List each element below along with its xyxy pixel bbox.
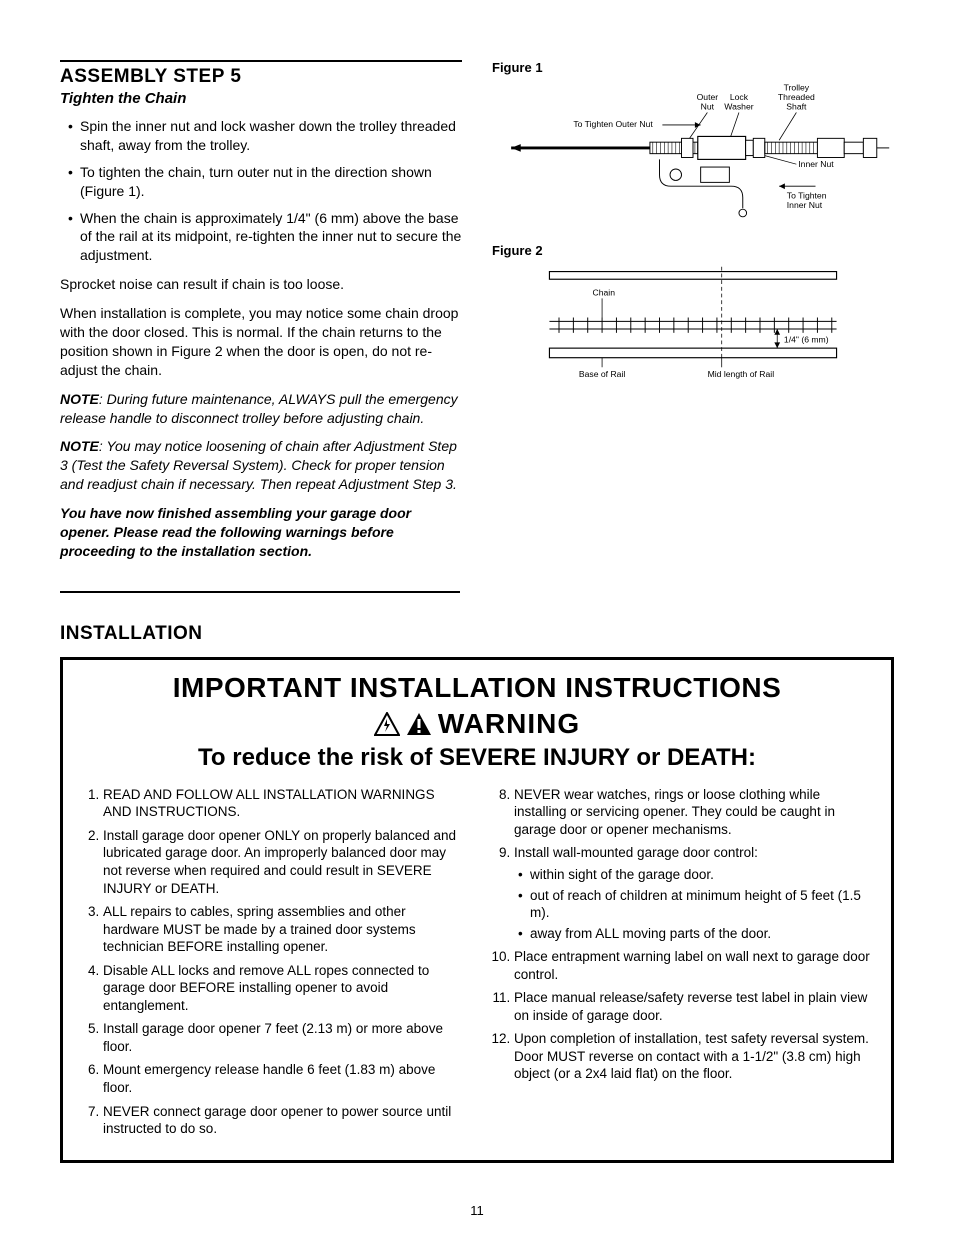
warning-subitem: out of reach of children at minimum heig… — [518, 887, 873, 922]
warning-row: WARNING — [81, 708, 873, 740]
assembly-bullets: Spin the inner nut and lock washer down … — [60, 117, 462, 265]
note-label: NOTE — [60, 438, 99, 454]
warning-word: WARNING — [438, 708, 580, 740]
fig2-base-rail-label: Base of Rail — [579, 369, 626, 379]
fig1-trolley-shaft-label: Trolley — [784, 82, 810, 92]
fig1-lock-washer-label: Lock — [730, 92, 749, 102]
warning-columns: READ AND FOLLOW ALL INSTALLATION WARNING… — [81, 786, 873, 1144]
assembly-subtitle: Tighten the Chain — [60, 90, 462, 107]
bullet-item: When the chain is approximately 1/4" (6 … — [68, 209, 462, 266]
warning-item: Place entrapment warning label on wall n… — [514, 948, 873, 983]
warning-item: Mount emergency release handle 6 feet (1… — [103, 1061, 462, 1096]
note-label: NOTE — [60, 391, 99, 407]
warning-item: Place manual release/safety reverse test… — [514, 989, 873, 1024]
assembly-paragraph: Sprocket noise can result if chain is to… — [60, 275, 462, 294]
bullet-item: To tighten the chain, turn outer nut in … — [68, 163, 462, 201]
warning-item: NEVER wear watches, rings or loose cloth… — [514, 786, 873, 839]
fig1-inner-nut-label: Inner Nut — [798, 159, 834, 169]
bullet-item: Spin the inner nut and lock washer down … — [68, 117, 462, 155]
warning-item: Install garage door opener ONLY on prope… — [103, 827, 462, 897]
warning-col-right: NEVER wear watches, rings or loose cloth… — [492, 786, 873, 1144]
warning-list-right: NEVER wear watches, rings or loose cloth… — [492, 786, 873, 1083]
fig1-outer-nut-label: Outer — [697, 92, 719, 102]
svg-text:Shaft: Shaft — [786, 102, 807, 112]
note-text: : You may notice loosening of chain afte… — [60, 438, 457, 492]
warning-triangle-exclaim-icon — [406, 712, 432, 736]
warning-item-text: Install wall-mounted garage door control… — [514, 845, 758, 860]
assembly-column: ASSEMBLY STEP 5 Tighten the Chain Spin t… — [60, 60, 462, 571]
svg-text:Washer: Washer — [724, 102, 753, 112]
assembly-title: ASSEMBLY STEP 5 — [60, 66, 462, 88]
svg-text:Nut: Nut — [701, 102, 715, 112]
figure1-diagram: Outer Nut Lock Washer Trolley Threaded S… — [492, 79, 894, 232]
fig1-tighten-inner-label: To Tighten — [787, 191, 827, 201]
assembly-note: NOTE: During future maintenance, ALWAYS … — [60, 390, 462, 428]
warning-item: Install garage door opener 7 feet (2.13 … — [103, 1020, 462, 1055]
warning-box: IMPORTANT INSTALLATION INSTRUCTIONS WARN… — [60, 657, 894, 1163]
figure2-diagram: Chain — [492, 262, 894, 386]
warning-item: READ AND FOLLOW ALL INSTALLATION WARNING… — [103, 786, 462, 821]
fig2-measurement-label: 1/4" (6 mm) — [784, 335, 829, 345]
fig1-tighten-outer-label: To Tighten Outer Nut — [573, 119, 653, 129]
warning-subitem: away from ALL moving parts of the door. — [518, 925, 873, 943]
warning-item: Upon completion of installation, test sa… — [514, 1030, 873, 1083]
warning-subhead: To reduce the risk of SEVERE INJURY or D… — [81, 744, 873, 772]
warning-box-title: IMPORTANT INSTALLATION INSTRUCTIONS — [81, 672, 873, 704]
note-text: : During future maintenance, ALWAYS pull… — [60, 391, 458, 426]
assembly-finish: You have now finished assembling your ga… — [60, 504, 462, 561]
assembly-note: NOTE: You may notice loosening of chain … — [60, 437, 462, 494]
warning-sublist: within sight of the garage door. out of … — [514, 866, 873, 942]
figures-column: Figure 1 Outer Nut Lock Washer Trolley T… — [492, 60, 894, 571]
figure1-label: Figure 1 — [492, 60, 894, 75]
svg-text:Inner Nut: Inner Nut — [787, 200, 823, 210]
top-row: ASSEMBLY STEP 5 Tighten the Chain Spin t… — [60, 60, 894, 571]
section-rule — [60, 591, 460, 593]
assembly-paragraph: When installation is complete, you may n… — [60, 304, 462, 380]
fig2-mid-rail-label: Mid length of Rail — [708, 369, 775, 379]
figure2-label: Figure 2 — [492, 243, 894, 258]
warning-item: ALL repairs to cables, spring assemblies… — [103, 903, 462, 956]
svg-text:Threaded: Threaded — [778, 92, 815, 102]
installation-heading: INSTALLATION — [60, 623, 894, 645]
warning-col-left: READ AND FOLLOW ALL INSTALLATION WARNING… — [81, 786, 462, 1144]
warning-item: Disable ALL locks and remove ALL ropes c… — [103, 962, 462, 1015]
warning-item: Install wall-mounted garage door control… — [514, 844, 873, 942]
warning-list-left: READ AND FOLLOW ALL INSTALLATION WARNING… — [81, 786, 462, 1138]
fig2-chain-label: Chain — [593, 288, 616, 298]
warning-item: NEVER connect garage door opener to powe… — [103, 1103, 462, 1138]
warning-subitem: within sight of the garage door. — [518, 866, 873, 884]
warning-triangle-bolt-icon — [374, 712, 400, 736]
section-rule — [60, 60, 462, 62]
page-number: 11 — [60, 1203, 894, 1218]
